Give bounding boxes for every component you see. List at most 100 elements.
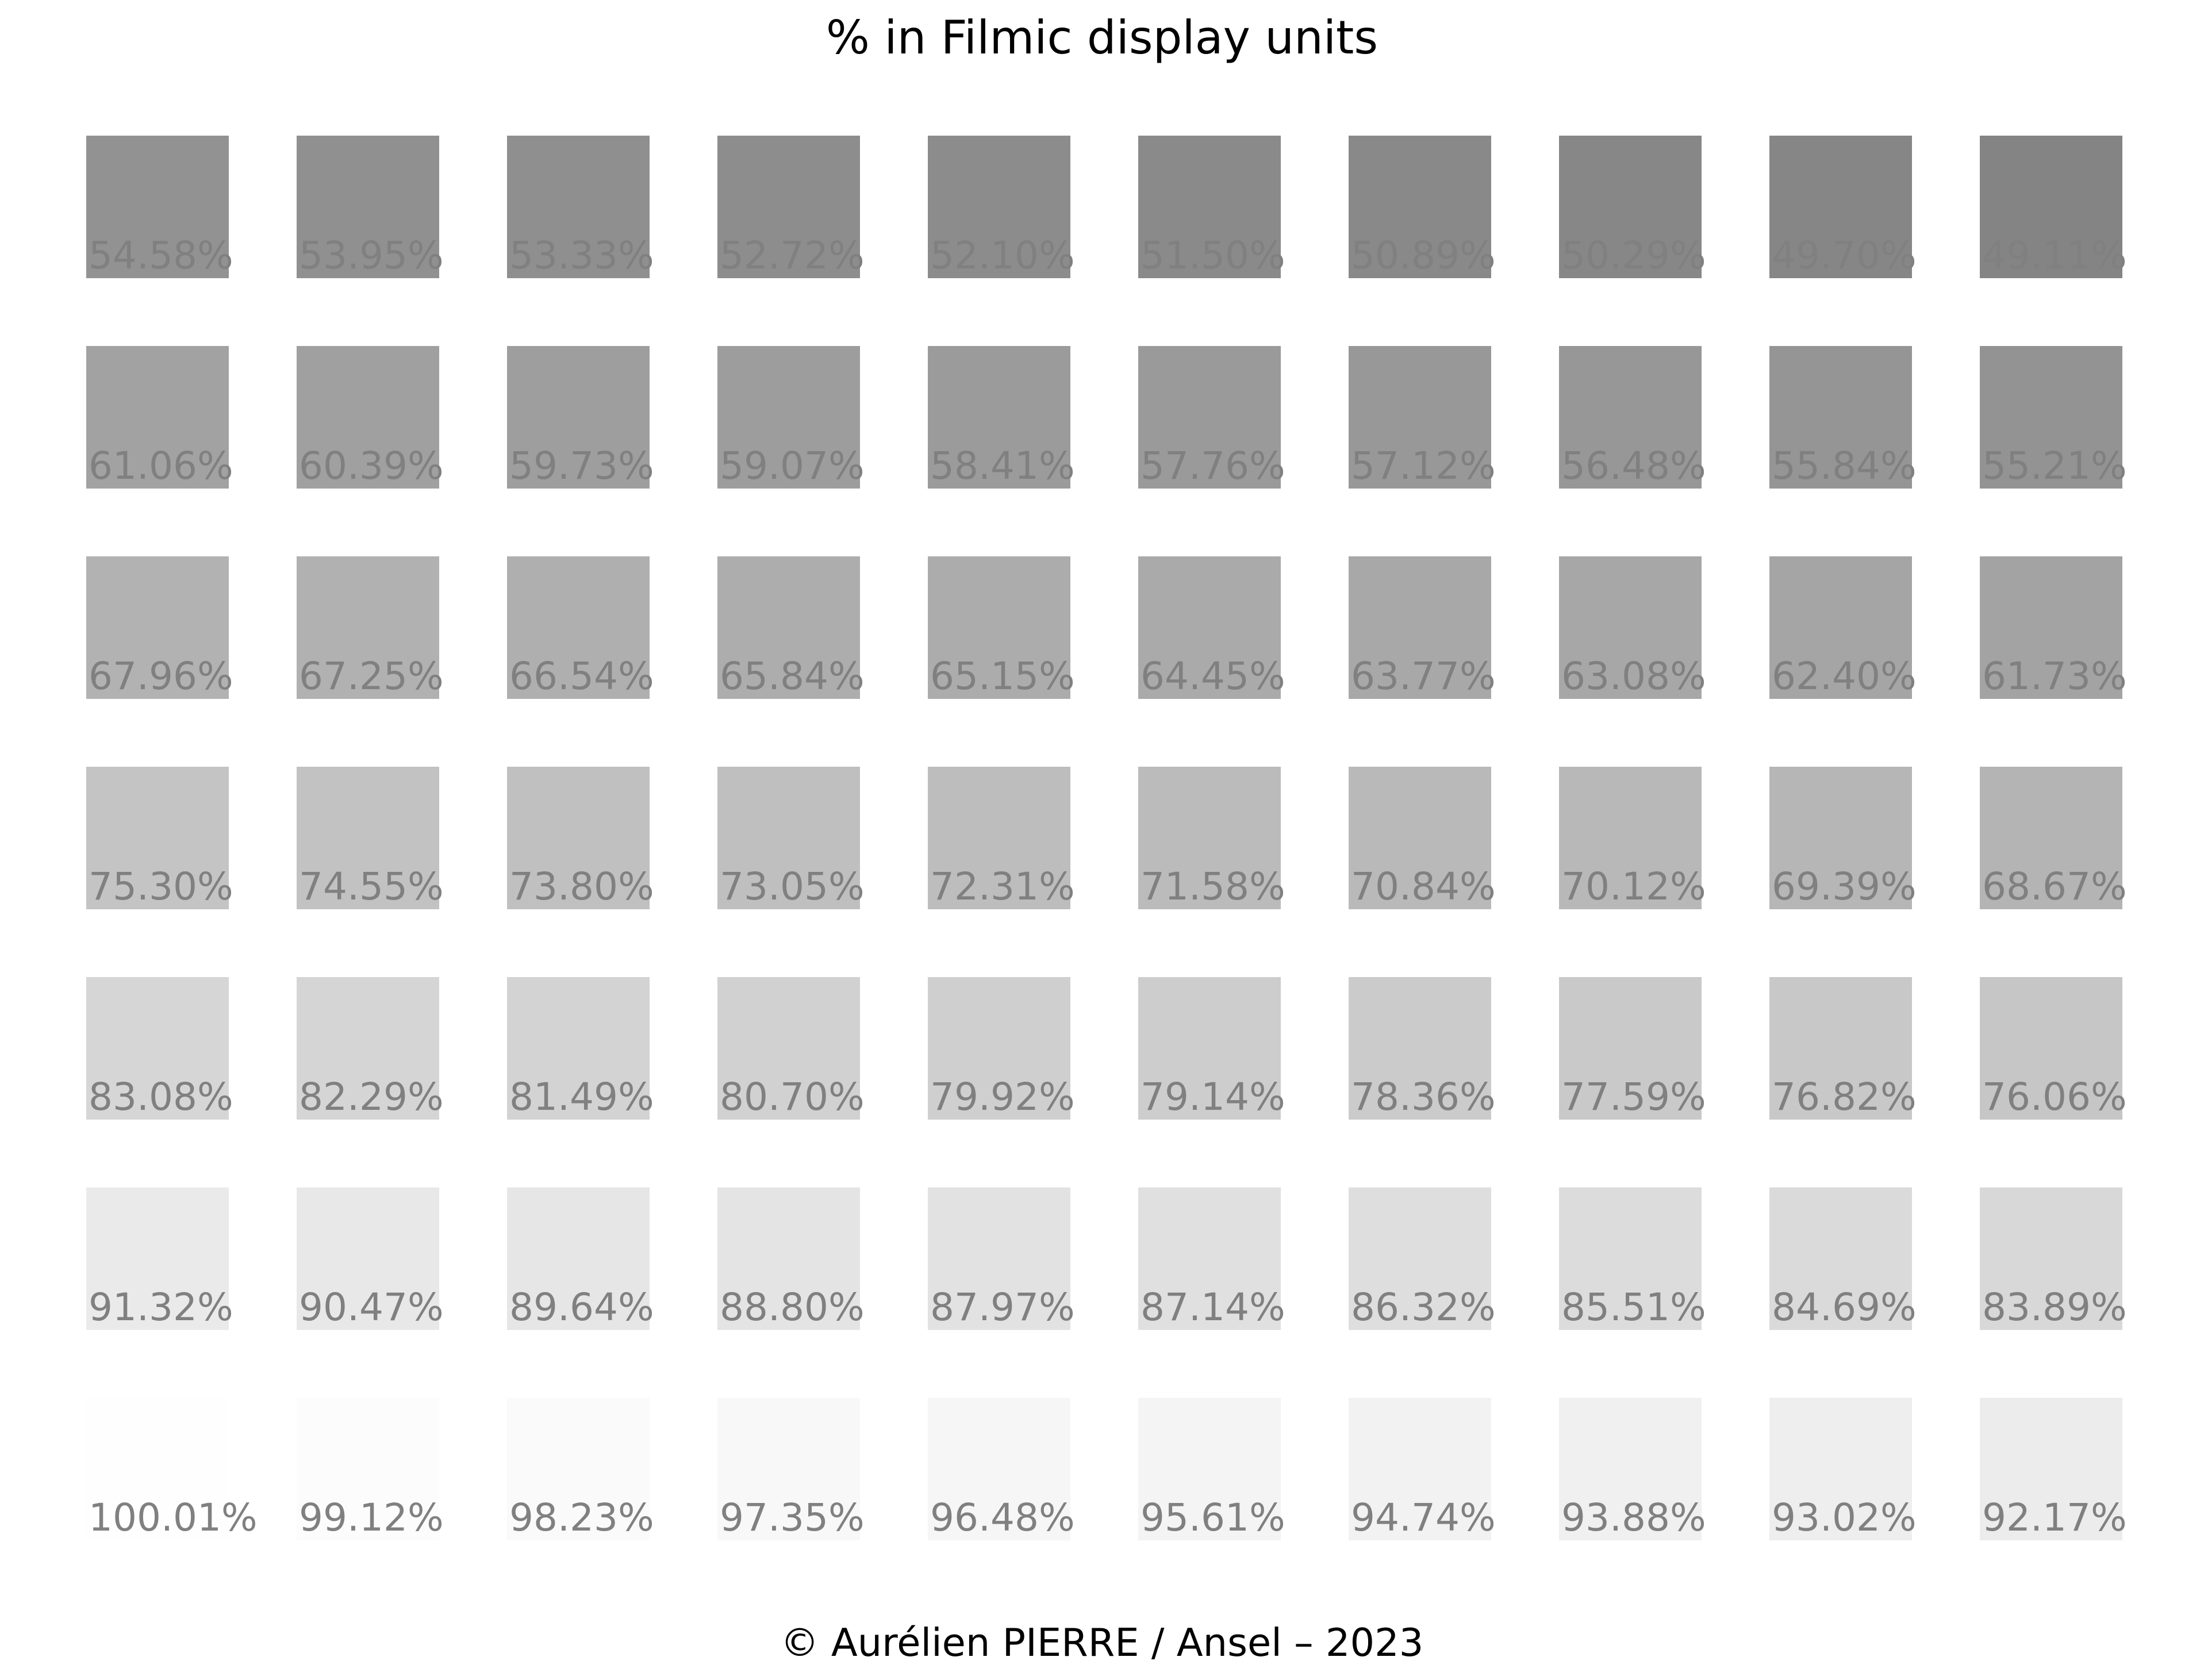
patch-r4-c8 [1769,977,1912,1120]
patch-r3-c7 [1559,767,1702,909]
patch-label: 71.58% [1141,864,1285,909]
patch-r1-c1 [297,346,439,489]
patch-label: 83.89% [1982,1285,2127,1329]
patch-label: 73.80% [509,864,654,909]
patch-r4-c0 [86,977,229,1120]
patch-label: 69.39% [1772,864,1917,909]
patch-r2-c5 [1138,556,1281,699]
patch-r5-c2 [507,1187,650,1330]
patch-r2-c6 [1349,556,1491,699]
patch-label: 98.23% [509,1496,654,1540]
patch-label: 49.70% [1772,233,1917,278]
patch-r0-c6 [1349,136,1491,278]
patch-label: 74.55% [299,864,444,909]
patch-label: 96.48% [930,1496,1075,1540]
patch-label: 92.17% [1982,1496,2127,1540]
patch-label: 51.50% [1141,233,1285,278]
patch-label: 88.80% [720,1285,865,1329]
patch-r6-c5 [1138,1398,1281,1540]
patch-label: 94.74% [1351,1496,1496,1540]
patch-label: 93.88% [1561,1496,1706,1540]
patch-r0-c7 [1559,136,1702,278]
patch-label: 56.48% [1561,444,1706,488]
patch-r0-c3 [717,136,860,278]
patch-r3-c1 [297,767,439,909]
patch-label: 84.69% [1772,1285,1917,1329]
patch-label: 55.21% [1982,444,2127,488]
patch-label: 49.11% [1982,233,2127,278]
patch-r2-c4 [928,556,1070,699]
patch-r3-c0 [86,767,229,909]
patch-r3-c9 [1980,767,2122,909]
patch-r1-c4 [928,346,1070,489]
patch-label: 70.12% [1561,864,1706,909]
patch-r4-c2 [507,977,650,1120]
copyright-footer: © Aurélien PIERRE / Ansel – 2023 [780,1620,1424,1665]
patch-r0-c4 [928,136,1070,278]
patch-r6-c6 [1349,1398,1491,1540]
patch-r0-c1 [297,136,439,278]
patch-r1-c0 [86,346,229,489]
patch-r6-c4 [928,1398,1070,1540]
patch-r3-c5 [1138,767,1281,909]
patch-label: 68.67% [1982,864,2127,909]
patch-label: 85.51% [1561,1285,1706,1329]
patch-label: 53.95% [299,233,444,278]
chart-title: % in Filmic display units [825,11,1379,64]
patch-r2-c9 [1980,556,2122,699]
patch-r3-c8 [1769,767,1912,909]
patch-label: 78.36% [1351,1075,1496,1119]
patch-r5-c8 [1769,1187,1912,1330]
patch-r5-c6 [1349,1187,1491,1330]
patch-label: 61.73% [1982,654,2127,698]
patch-r5-c1 [297,1187,439,1330]
patch-r2-c3 [717,556,860,699]
patch-r4-c3 [717,977,860,1120]
patch-label: 70.84% [1351,864,1496,909]
patch-r0-c2 [507,136,650,278]
patch-r3-c6 [1349,767,1491,909]
patch-label: 58.41% [930,444,1075,488]
patch-r4-c6 [1349,977,1491,1120]
patch-label: 59.07% [720,444,865,488]
patch-label: 87.14% [1141,1285,1285,1329]
patch-r5-c0 [86,1187,229,1330]
patch-label: 62.40% [1772,654,1917,698]
patch-label: 61.06% [89,444,233,488]
patch-r6-c1 [297,1398,439,1540]
patch-r6-c8 [1769,1398,1912,1540]
patch-label: 63.77% [1351,654,1496,698]
patch-r0-c0 [86,136,229,278]
patch-r2-c2 [507,556,650,699]
patch-label: 79.14% [1141,1075,1285,1119]
patch-r3-c2 [507,767,650,909]
patch-label: 80.70% [720,1075,865,1119]
patch-label: 89.64% [509,1285,654,1329]
patch-label: 65.84% [720,654,865,698]
patch-label: 90.47% [299,1285,444,1329]
patch-r5-c3 [717,1187,860,1330]
patch-r3-c3 [717,767,860,909]
patch-label: 57.76% [1141,444,1285,488]
patch-r6-c0 [86,1398,229,1540]
patch-label: 57.12% [1351,444,1496,488]
patch-r0-c5 [1138,136,1281,278]
patch-label: 83.08% [89,1075,233,1119]
patch-label: 72.31% [930,864,1075,909]
patch-label: 50.29% [1561,233,1706,278]
patch-label: 66.54% [509,654,654,698]
patch-r1-c3 [717,346,860,489]
patch-label: 67.25% [299,654,444,698]
patch-label: 82.29% [299,1075,444,1119]
patch-r4-c1 [297,977,439,1120]
patch-r0-c9 [1980,136,2122,278]
patch-r5-c5 [1138,1187,1281,1330]
patch-r2-c0 [86,556,229,699]
patch-r2-c8 [1769,556,1912,699]
patch-label: 75.30% [89,864,233,909]
patch-label: 76.82% [1772,1075,1917,1119]
patch-r4-c7 [1559,977,1702,1120]
patch-label: 99.12% [299,1496,444,1540]
patch-label: 76.06% [1982,1075,2127,1119]
patch-r4-c4 [928,977,1070,1120]
